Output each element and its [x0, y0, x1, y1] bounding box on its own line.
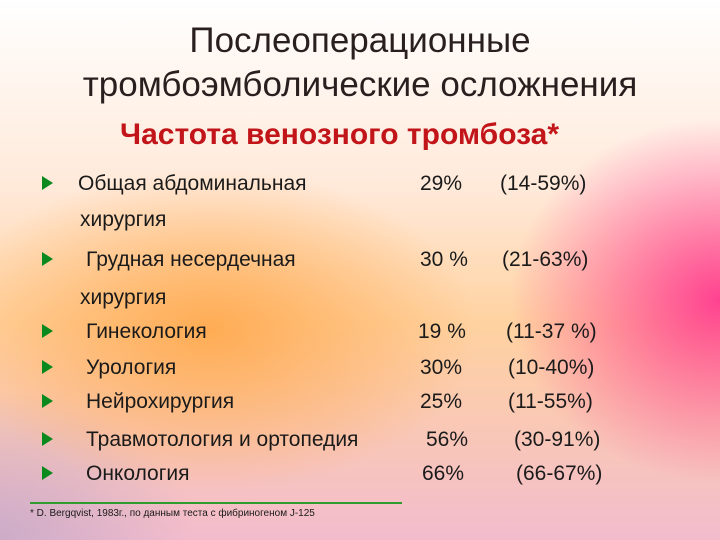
arrow-bullet-icon	[42, 176, 53, 190]
item-range: (30-91%)	[514, 428, 601, 451]
item-percent: 56%	[426, 428, 469, 451]
item-name: Травмотология и ортопедия	[86, 428, 359, 451]
list-item: Грудная несердечная 30 % (21-63%)	[0, 244, 720, 280]
list-item: Травмотология и ортопедия 56% (30-91%)	[0, 424, 720, 460]
list-item: Урология 30% (10-40%)	[0, 352, 720, 388]
item-name: Гинекология	[86, 320, 207, 343]
item-name: Онкология	[86, 462, 190, 485]
item-percent: 30%	[420, 356, 463, 379]
slide-title-line-2: тромбоэмболические осложнения	[82, 65, 638, 104]
arrow-bullet-icon	[42, 394, 53, 408]
slide-subtitle: Частота венозного тромбоза*	[120, 118, 560, 151]
arrow-bullet-icon	[42, 252, 53, 266]
item-percent: 30 %	[420, 248, 468, 271]
item-name: Нейрохирургия	[86, 390, 235, 413]
arrow-bullet-icon	[42, 432, 53, 446]
item-range: (21-63%)	[502, 248, 589, 271]
item-percent: 29%	[420, 172, 463, 195]
list-item: Нейрохирургия 25% (11-55%)	[0, 386, 720, 422]
item-percent: 19 %	[418, 320, 466, 343]
slide-title-line-1: Послеоперационные	[189, 21, 531, 60]
list-item: Онкология 66% (66-67%)	[0, 458, 720, 494]
item-range: (11-37 %)	[506, 320, 597, 343]
footnote-divider	[30, 502, 402, 504]
item-percent: 25%	[420, 390, 463, 413]
item-name: Общая абдоминальная	[78, 172, 307, 195]
list-item: Общая абдоминальная 29% (14-59%)	[0, 168, 720, 204]
arrow-bullet-icon	[42, 360, 53, 374]
item-percent: 66%	[422, 462, 465, 485]
footnote: * D. Bergqvist, 1983г., по данным теста …	[30, 508, 315, 519]
arrow-bullet-icon	[42, 466, 53, 480]
item-name: Грудная несердечная	[86, 248, 296, 271]
item-name: Урология	[86, 356, 177, 379]
item-range: (14-59%)	[500, 172, 587, 195]
item-range: (66-67%)	[516, 462, 603, 485]
item-name-continuation: хирургия	[80, 286, 167, 309]
item-range: (11-55%)	[508, 390, 593, 413]
item-range: (10-40%)	[508, 356, 595, 379]
item-name-continuation: хирургия	[80, 208, 167, 231]
arrow-bullet-icon	[42, 324, 53, 338]
list-item: Гинекология 19 % (11-37 %)	[0, 316, 720, 352]
